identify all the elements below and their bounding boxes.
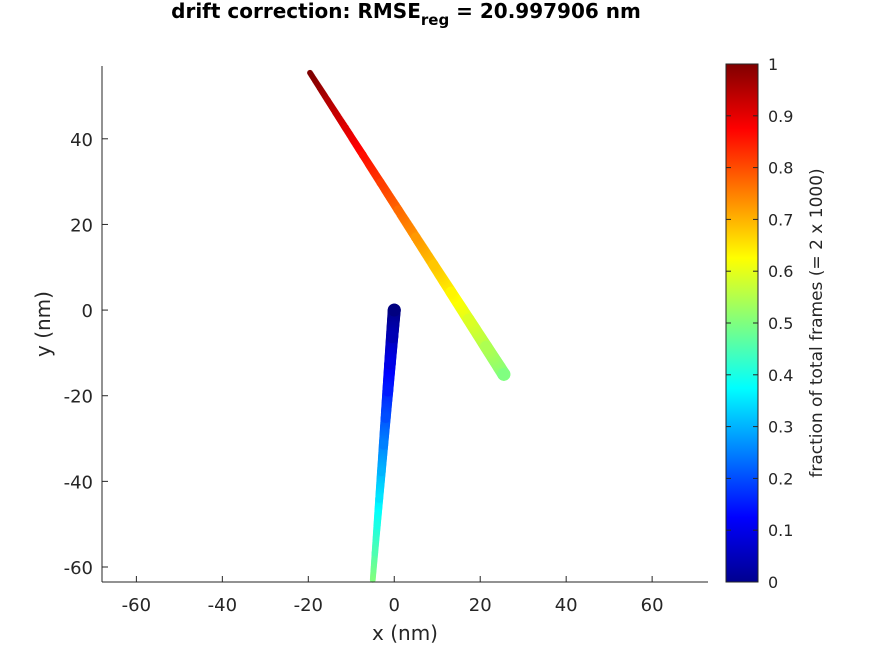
data-point bbox=[428, 259, 439, 270]
data-point bbox=[380, 412, 391, 424]
data-point bbox=[377, 467, 386, 477]
colorbar-tick-label: 0.5 bbox=[768, 314, 793, 333]
chart-title-suffix: = 20.997906 nm bbox=[449, 0, 641, 23]
data-point bbox=[384, 358, 396, 370]
data-point bbox=[358, 151, 367, 159]
data-point bbox=[393, 205, 403, 215]
data-point bbox=[324, 97, 331, 104]
data-point bbox=[462, 313, 475, 326]
x-axis-ticks: -60 -40 -20 0 20 40 60 bbox=[122, 576, 664, 616]
data-point bbox=[369, 576, 376, 583]
x-tick-label: -20 bbox=[294, 595, 323, 616]
x-tick-label: 60 bbox=[641, 595, 664, 616]
plot-area: -60 -40 -20 0 20 40 60 -60 -40 -20 0 20 40 bbox=[64, 66, 708, 616]
colorbar-tick-label: 0 bbox=[768, 573, 778, 592]
colorbar-tick-label: 0.7 bbox=[768, 210, 793, 229]
y-tick-label: 20 bbox=[70, 215, 93, 236]
colorbar-tick-label: 0.8 bbox=[768, 159, 793, 178]
x-tick-label: -60 bbox=[122, 595, 151, 616]
y-tick-label: -60 bbox=[64, 558, 93, 579]
y-axis-label: y (nm) bbox=[31, 291, 55, 357]
data-point bbox=[497, 367, 511, 381]
data-point bbox=[307, 69, 313, 76]
data-point bbox=[371, 549, 379, 557]
data-point bbox=[373, 522, 381, 530]
y-tick-label: -20 bbox=[64, 387, 93, 408]
colorbar-ticks: 0 0.1 0.2 0.3 0.4 0.5 0.6 0.7 0.8 0.9 1 bbox=[726, 55, 793, 592]
chart-title-main: drift correction: RMSE bbox=[171, 0, 421, 23]
data-point bbox=[385, 330, 399, 344]
chart-title-subscript: reg bbox=[421, 11, 449, 29]
colorbar-tick-label: 1 bbox=[768, 55, 778, 74]
colorbar-tick-label: 0.6 bbox=[768, 262, 793, 281]
x-tick-label: 40 bbox=[555, 595, 578, 616]
data-point bbox=[387, 303, 401, 317]
data-point bbox=[410, 232, 421, 243]
colorbar: 0 0.1 0.2 0.3 0.4 0.5 0.6 0.7 0.8 0.9 1 fraction o… bbox=[725, 55, 827, 592]
y-tick-label: 0 bbox=[82, 301, 93, 322]
y-axis-ticks: -60 -40 -20 0 20 40 bbox=[64, 130, 108, 579]
x-tick-label: 20 bbox=[469, 595, 492, 616]
data-point bbox=[445, 286, 457, 298]
data-point bbox=[378, 440, 389, 450]
chart-title: drift correction: RMSEreg = 20.997906 nm bbox=[171, 0, 641, 29]
data-point bbox=[375, 494, 384, 503]
colorbar-label: fraction of total frames (= 2 x 1000) bbox=[807, 168, 827, 477]
data-point bbox=[341, 124, 349, 132]
y-tick-label: 40 bbox=[70, 130, 93, 151]
x-tick-label: 0 bbox=[389, 595, 400, 616]
data-point bbox=[382, 385, 394, 397]
x-tick-label: -40 bbox=[208, 595, 237, 616]
data-point bbox=[480, 340, 493, 354]
data-point bbox=[376, 178, 385, 187]
colorbar-tick-label: 0.2 bbox=[768, 469, 793, 488]
colorbar-tick-label: 0.4 bbox=[768, 366, 793, 385]
colorbar-tick-label: 0.9 bbox=[768, 107, 793, 126]
data-markers bbox=[307, 69, 511, 583]
x-axis-label: x (nm) bbox=[372, 621, 438, 645]
y-tick-label: -40 bbox=[64, 472, 93, 493]
colorbar-tick-label: 0.3 bbox=[768, 418, 793, 437]
colorbar-tick-label: 0.1 bbox=[768, 521, 793, 540]
